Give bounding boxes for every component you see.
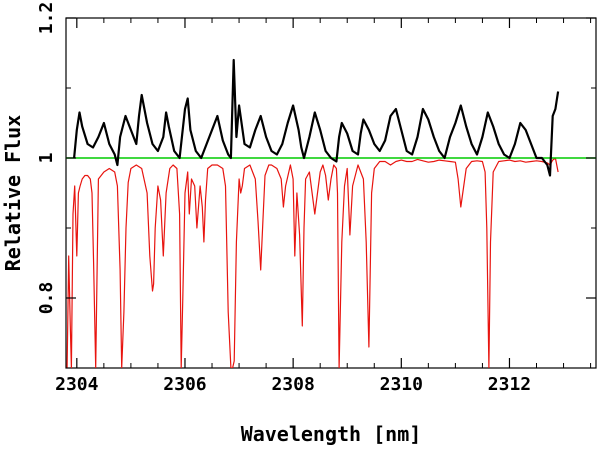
x-tick-label: 2308 (271, 374, 314, 395)
y-tick-label: 1.2 (36, 2, 57, 35)
black-spectrum-line (73, 58, 560, 177)
x-tick-label: 2310 (380, 374, 423, 395)
plot-frame (65, 17, 597, 369)
x-axis-label: Wavelength [nm] (241, 422, 422, 446)
y-tick-label: 0.8 (36, 282, 57, 315)
x-tick-label: 2306 (163, 374, 206, 395)
y-axis-label: Relative Flux (1, 115, 25, 272)
x-tick-label: 2312 (488, 374, 531, 395)
red-spectrum-line (66, 157, 559, 368)
y-tick-label: 1 (36, 153, 57, 164)
x-tick-label: 2304 (55, 374, 99, 395)
